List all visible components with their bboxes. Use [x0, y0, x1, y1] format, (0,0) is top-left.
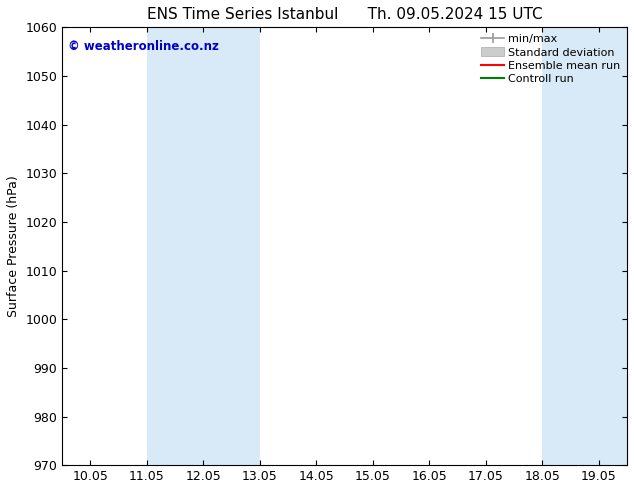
Legend: min/max, Standard deviation, Ensemble mean run, Controll run: min/max, Standard deviation, Ensemble me…	[477, 29, 625, 89]
Bar	[542, 27, 599, 465]
Title: ENS Time Series Istanbul      Th. 09.05.2024 15 UTC: ENS Time Series Istanbul Th. 09.05.2024 …	[147, 7, 543, 22]
Y-axis label: Surface Pressure (hPa): Surface Pressure (hPa)	[7, 175, 20, 317]
Text: © weatheronline.co.nz: © weatheronline.co.nz	[68, 40, 219, 53]
Bar	[147, 27, 260, 465]
Bar	[599, 27, 627, 465]
